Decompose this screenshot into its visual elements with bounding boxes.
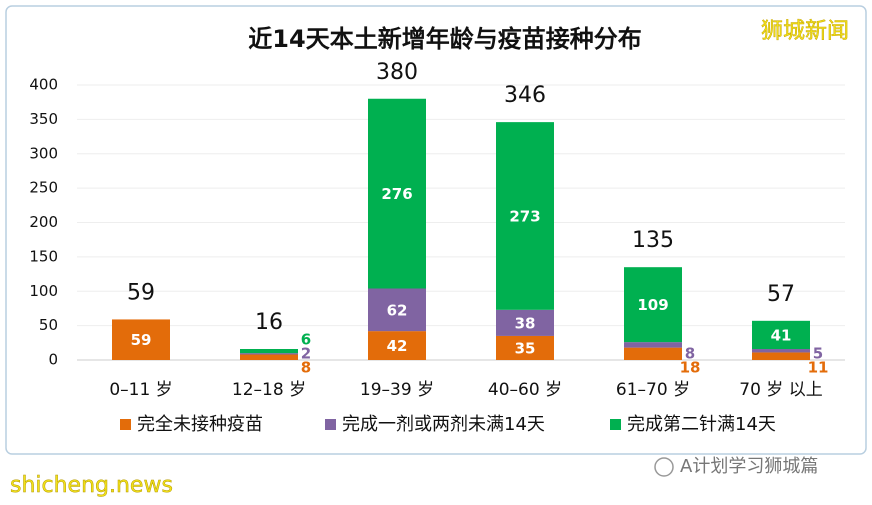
y-tick-label: 50: [39, 316, 58, 334]
watermark: 狮城新闻: [761, 19, 849, 44]
data-label: 18: [680, 359, 701, 377]
bar-segment: [752, 320, 810, 349]
legend-label: 完全未接种疫苗: [137, 414, 263, 435]
y-tick-label: 400: [29, 76, 58, 94]
total-label: 380: [376, 60, 418, 85]
bar-segment: [752, 349, 810, 353]
data-label: 42: [387, 337, 408, 355]
total-label: 59: [127, 280, 155, 305]
data-label: 2: [301, 345, 311, 363]
total-label: 16: [255, 310, 283, 335]
x-tick-label: 0–11 岁: [109, 380, 172, 400]
chart-title: 近14天本土新增年龄与疫苗接种分布: [248, 25, 641, 53]
legend-swatch: [325, 419, 336, 430]
data-label: 62: [387, 301, 408, 319]
total-label: 346: [504, 83, 546, 108]
data-label: 273: [509, 207, 540, 225]
legend-swatch: [120, 419, 131, 430]
bar-segment: [496, 309, 554, 336]
y-tick-label: 200: [29, 213, 58, 231]
bar-segment: [624, 342, 682, 348]
data-label: 109: [637, 296, 668, 314]
x-tick-label: 40–60 岁: [488, 380, 562, 400]
footer-right: A计划学习狮城篇: [680, 456, 818, 477]
bar-segment: [240, 353, 298, 355]
data-label: 35: [515, 339, 536, 357]
footer-left: shicheng.news: [10, 473, 173, 498]
y-tick-label: 350: [29, 110, 58, 128]
x-tick-label: 12–18 岁: [232, 380, 306, 400]
y-tick-label: 250: [29, 179, 58, 197]
x-tick-label: 19–39 岁: [360, 380, 434, 400]
legend-label: 完成一剂或两剂未满14天: [342, 414, 545, 435]
total-label: 135: [632, 228, 674, 253]
bar-segment: [624, 347, 682, 360]
bar-segment: [624, 267, 682, 343]
x-tick-label: 61–70 岁: [616, 380, 690, 400]
bar-segment: [240, 354, 298, 360]
bar-segment: [368, 288, 426, 332]
bar-segment: [496, 122, 554, 310]
data-label: 276: [381, 185, 412, 203]
data-label: 5: [813, 345, 823, 363]
data-label: 38: [515, 314, 536, 332]
bar-segment: [112, 319, 170, 360]
bar-segment: [368, 98, 426, 289]
data-label: 6: [301, 331, 311, 349]
y-tick-label: 150: [29, 247, 58, 265]
data-label: 59: [131, 331, 152, 349]
legend-label: 完成第二针满14天: [627, 414, 776, 435]
bar-segment: [368, 331, 426, 360]
data-label: 8: [301, 359, 311, 377]
bar-segment: [496, 335, 554, 360]
data-label: 8: [685, 345, 695, 363]
wechat-icon: [654, 457, 674, 477]
data-label: 41: [771, 326, 792, 344]
y-tick-label: 0: [48, 351, 58, 369]
y-tick-label: 100: [29, 282, 58, 300]
bar-segment: [752, 352, 810, 360]
y-tick-label: 300: [29, 144, 58, 162]
data-label: 11: [808, 359, 829, 377]
bar-segment: [240, 349, 298, 354]
legend-swatch: [610, 419, 621, 430]
total-label: 57: [767, 282, 795, 307]
x-tick-label: 70 岁 以上: [739, 380, 822, 400]
